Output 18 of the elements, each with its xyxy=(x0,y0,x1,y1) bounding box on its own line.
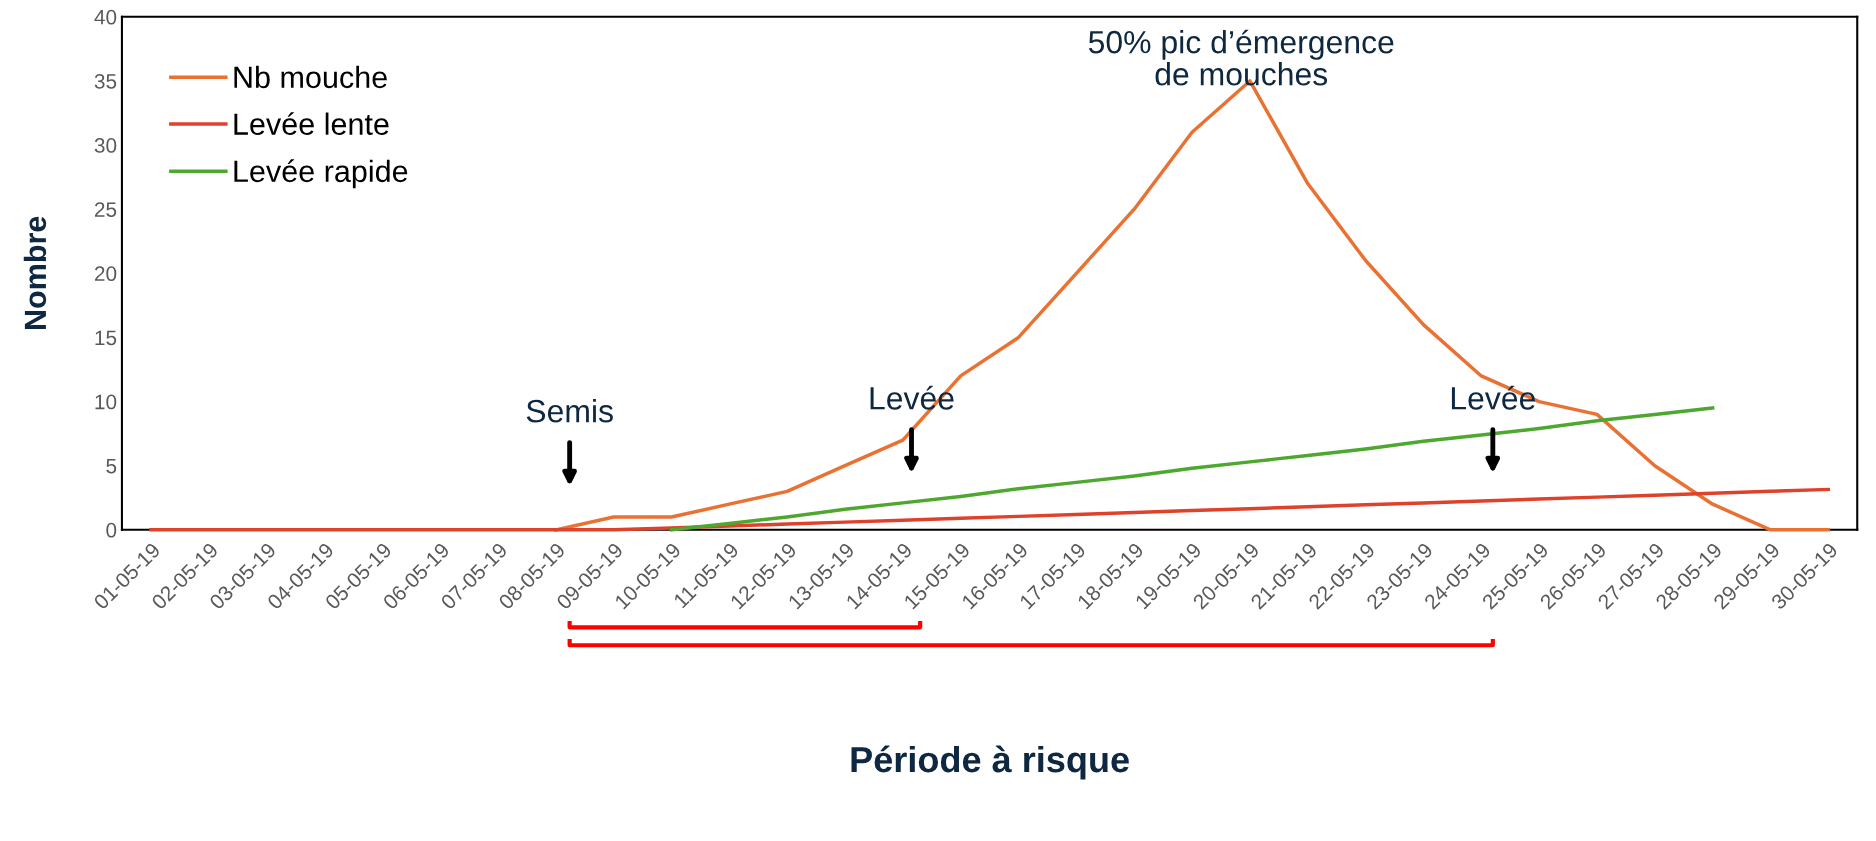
y-tick-label: 15 xyxy=(95,330,117,346)
y-tick-label: 20 xyxy=(94,266,117,282)
legend-label: Nb mouche xyxy=(234,65,387,89)
line-series xyxy=(149,487,1831,532)
x-axis-title: Période à risque xyxy=(851,745,1129,780)
y-tick-label: 40 xyxy=(94,9,117,25)
annotation: Levée xyxy=(1451,385,1535,410)
y-tick-label: 25 xyxy=(94,202,117,217)
y-tick-label: 5 xyxy=(106,458,117,474)
legend-label: Levée rapide xyxy=(234,159,408,189)
y-tick-label: 30 xyxy=(94,138,117,153)
y-axis-title: Nombre xyxy=(23,216,47,330)
y-tick-label: 35 xyxy=(94,73,117,89)
annotation: Semis xyxy=(526,399,613,423)
y-tick-label: 0 xyxy=(106,522,117,538)
annotation: 50% pic d’émergence de mouches xyxy=(1088,29,1394,86)
legend-label: Levée lente xyxy=(234,112,389,135)
y-tick-label: 10 xyxy=(95,394,117,410)
